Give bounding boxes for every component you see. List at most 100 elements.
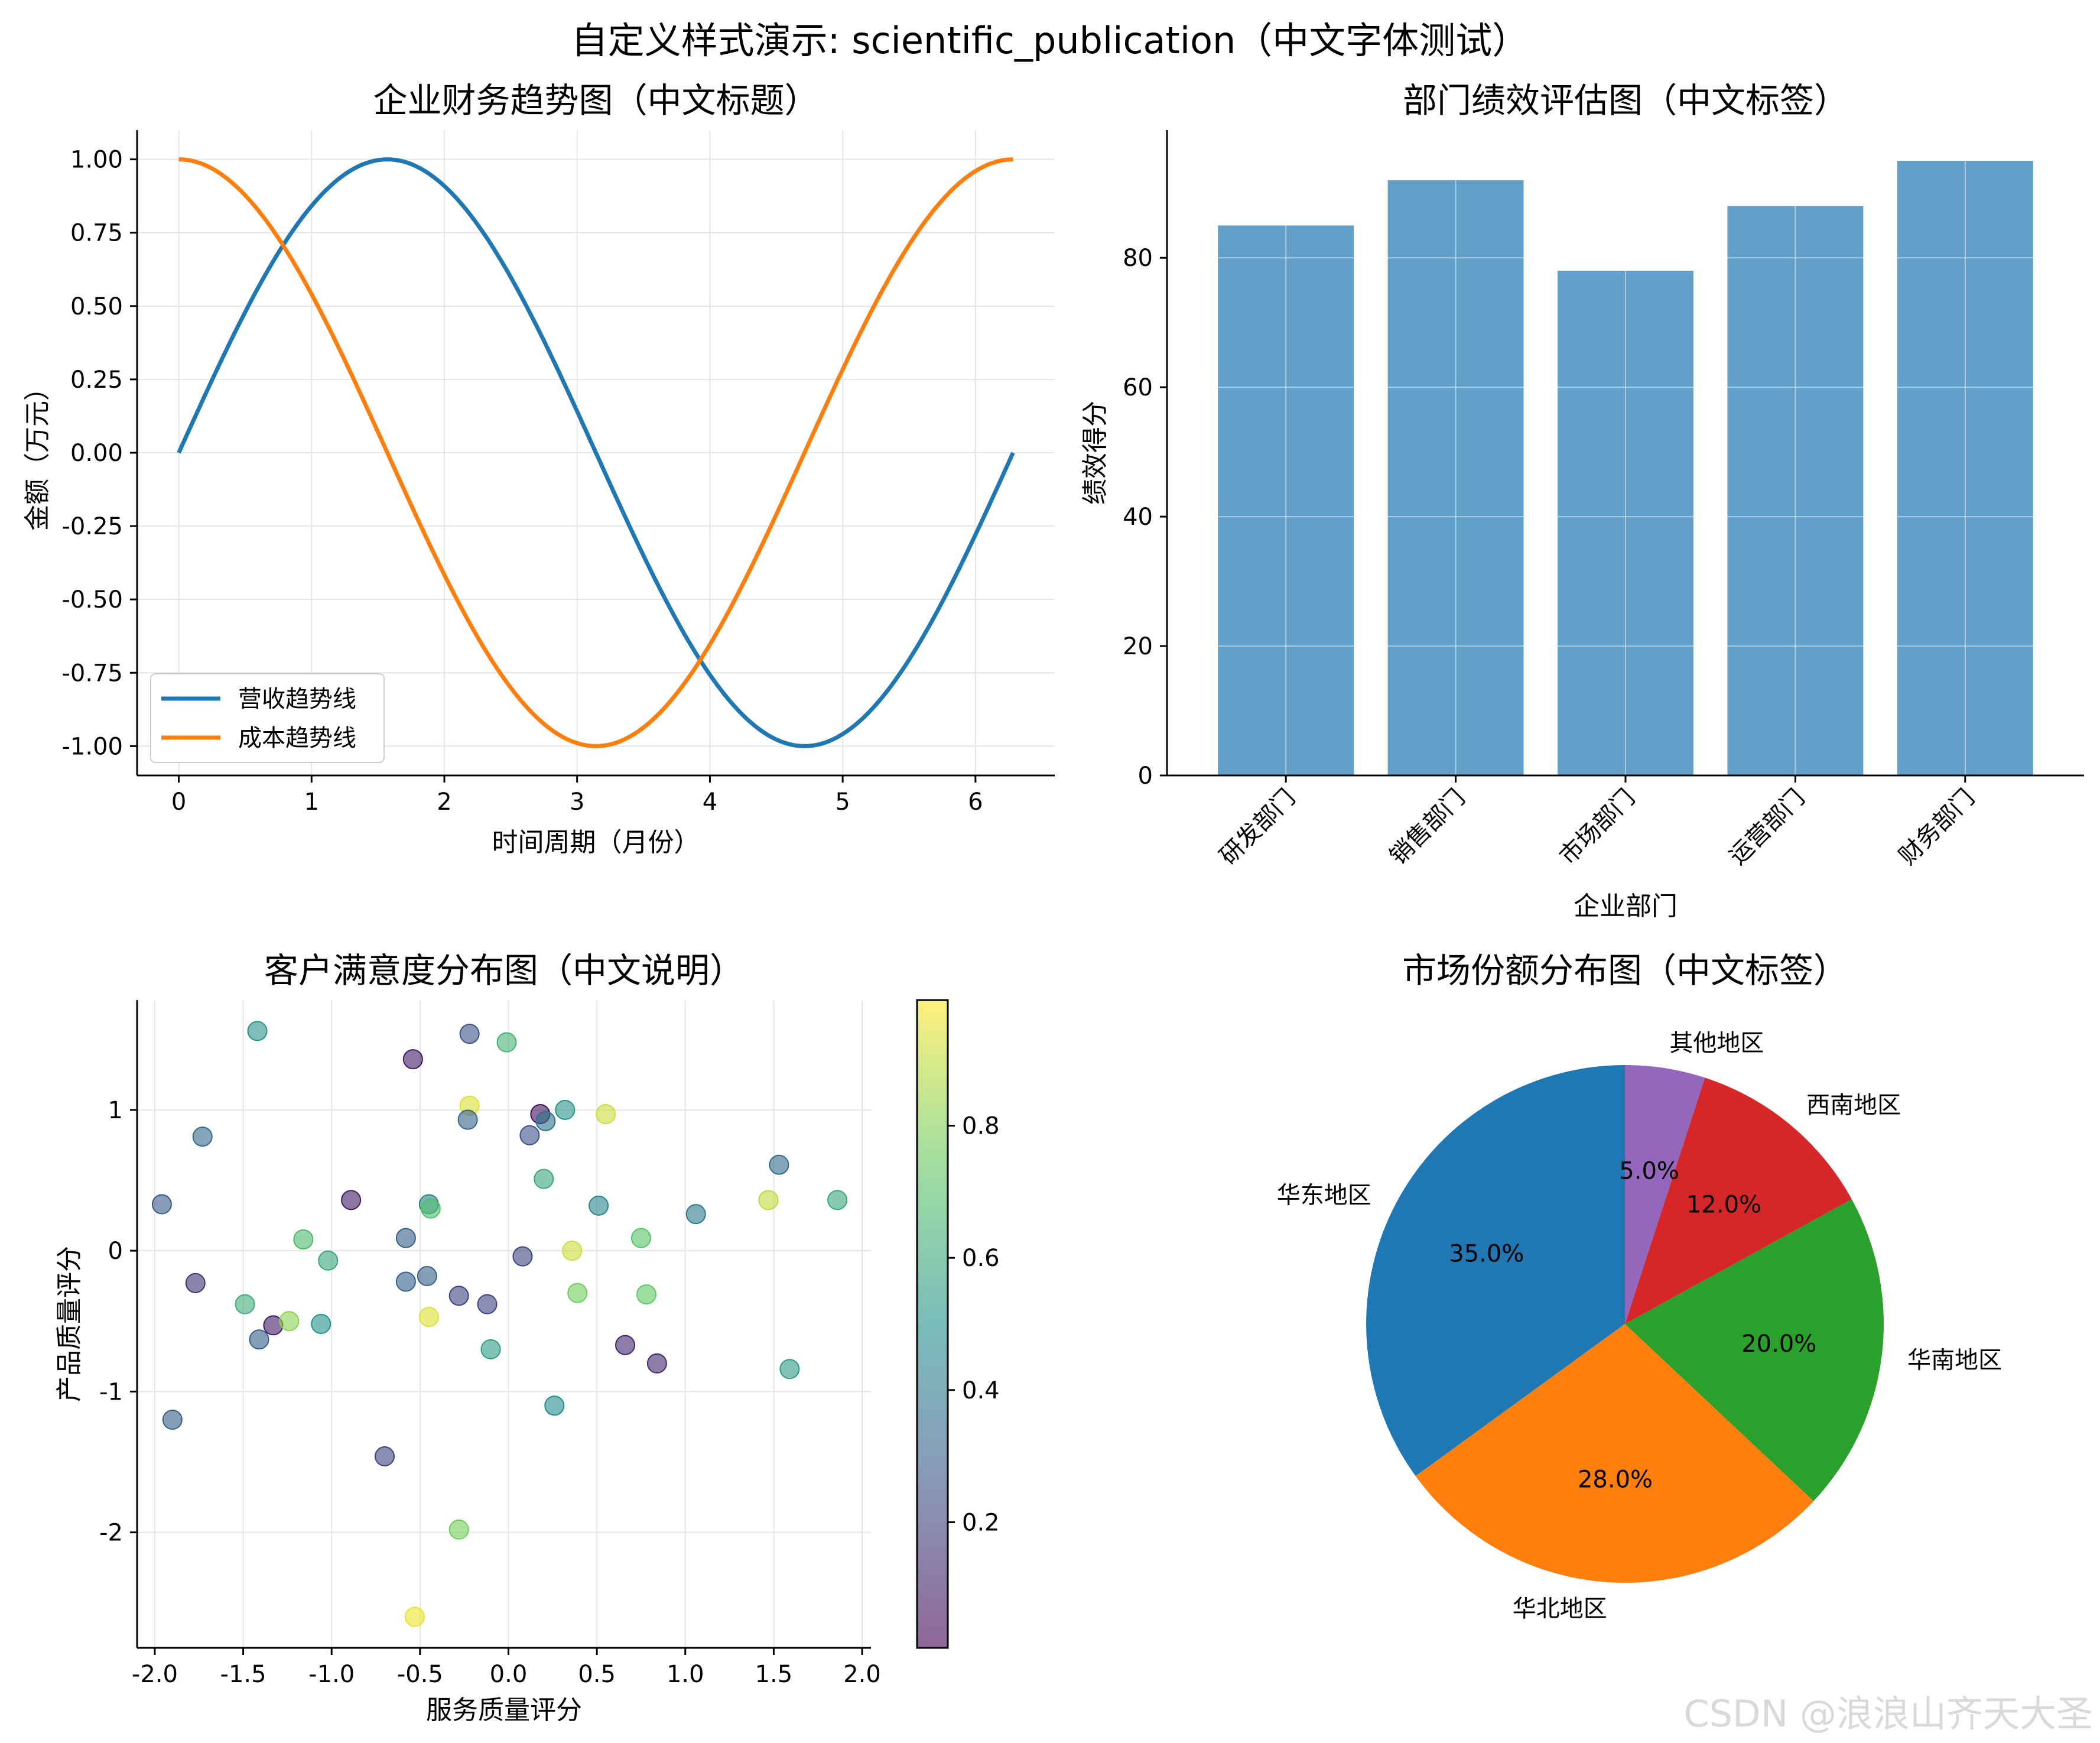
scatter-point	[162, 1410, 183, 1430]
x-tick-label: 2	[437, 788, 451, 816]
pie-slice	[1625, 1199, 1884, 1501]
scatter-point	[311, 1314, 331, 1334]
colorbar-tick-label: 0.4	[962, 1377, 1000, 1404]
y-tick-label: 0	[1138, 762, 1153, 790]
x-tick-label: -2.0	[132, 1661, 178, 1688]
colorbar	[916, 999, 949, 1649]
scatter-chart-panel: -2.0 -1.5 -1.0 -0.5 0.0 0.5 1.0 1.5 2.0 1 0 -1 -2 0.2…	[54, 950, 1000, 1725]
scatter-point	[417, 1265, 437, 1286]
scatter-point	[596, 1103, 616, 1124]
pie-slice	[1366, 1065, 1625, 1476]
y-tick-label: -1	[99, 1378, 123, 1406]
pie-pct-label: 12.0%	[1686, 1192, 1761, 1219]
scatter-point	[395, 1228, 416, 1248]
series-line	[178, 157, 1013, 748]
y-tick-label: 20	[1123, 633, 1153, 660]
x-tick-label: 6	[968, 788, 983, 816]
scatter-point	[477, 1294, 498, 1314]
x-tick-label: 销售部门	[1384, 784, 1471, 871]
scatter-point	[395, 1271, 416, 1292]
scatter-point	[555, 1099, 576, 1120]
chart-title: 部门绩效评估图（中文标签）	[1403, 80, 1848, 121]
x-axis-label: 服务质量评分	[426, 1695, 582, 1725]
chart-title: 企业财务趋势图（中文标题）	[373, 80, 818, 121]
scatter-point	[589, 1195, 609, 1216]
y-tick-label: 1.00	[70, 147, 123, 174]
scatter-point	[151, 1194, 172, 1215]
bar	[1387, 180, 1524, 775]
y-tick-label: 60	[1123, 374, 1153, 401]
colorbar-tick-label: 0.2	[962, 1510, 1000, 1537]
scatter-point	[544, 1395, 565, 1416]
scatter-point	[249, 1329, 269, 1350]
scatter-point	[404, 1606, 425, 1627]
bar	[1218, 225, 1354, 775]
scatter-point	[512, 1246, 533, 1267]
x-tick-label: 2.0	[843, 1661, 881, 1688]
pie-label: 华北地区	[1513, 1595, 1607, 1622]
colorbar-tick-label: 0.8	[962, 1112, 1000, 1140]
y-tick-label: -1.00	[62, 733, 123, 760]
x-tick-label: -1.0	[308, 1661, 355, 1688]
x-tick-label: 市场部门	[1554, 784, 1640, 871]
bar-chart-panel: 0 20 40 60 80 研发部门 销售部门 市场部门 运营部门 财务部门 部门绩效评估图（中文标…	[1080, 80, 2084, 921]
watermark: CSDN @浪浪山齐天大圣	[1683, 1692, 2093, 1735]
y-tick-label: -0.75	[62, 660, 123, 687]
x-tick-label: 0	[171, 788, 186, 816]
y-tick-label: 0	[108, 1238, 123, 1265]
x-tick-label: 运营部门	[1724, 784, 1810, 871]
scatter-point	[318, 1250, 339, 1271]
legend-label: 营收趋势线	[238, 686, 356, 713]
x-tick-label: 1	[304, 788, 319, 816]
x-tick-label: 0.5	[578, 1661, 616, 1688]
scatter-point	[685, 1204, 706, 1225]
scatter-point	[418, 1307, 439, 1327]
scatter-point	[247, 1021, 268, 1041]
scatter-point	[534, 1169, 554, 1189]
x-tick-label: -1.5	[220, 1661, 266, 1688]
figure-title: 自定义样式演示: scientific_publication（中文字体测试）	[571, 19, 1529, 62]
pie-slice	[1415, 1324, 1814, 1583]
series-line	[177, 157, 1015, 748]
scatter-point	[457, 1109, 478, 1130]
scatter-point	[567, 1283, 588, 1303]
pie-label: 其他地区	[1669, 1030, 1764, 1057]
scatter-point	[185, 1273, 206, 1293]
scatter-point	[496, 1032, 517, 1053]
scatter-point	[192, 1127, 213, 1147]
colorbar-tick-label: 0.6	[962, 1245, 1000, 1272]
scatter-point	[779, 1359, 800, 1380]
scatter-point	[420, 1198, 441, 1219]
scatter-point	[279, 1311, 300, 1332]
x-axis-label: 时间周期（月份）	[492, 827, 700, 858]
pie-label: 华南地区	[1907, 1346, 2002, 1374]
x-tick-label: 1.5	[755, 1661, 793, 1688]
x-tick-label: 1.0	[667, 1661, 704, 1688]
legend-box	[150, 673, 385, 763]
y-axis-label: 绩效得分	[1080, 401, 1110, 505]
bar	[1897, 161, 2033, 775]
y-axis-label: 金额（万元）	[22, 375, 53, 531]
x-tick-label: -0.5	[397, 1661, 443, 1688]
y-tick-label: -2	[99, 1520, 123, 1547]
pie-pct-label: 35.0%	[1449, 1241, 1524, 1268]
scatter-point	[646, 1353, 667, 1374]
pie-slice	[1625, 1077, 1852, 1324]
y-tick-label: -0.50	[62, 586, 123, 614]
y-tick-label: 0.25	[70, 366, 123, 394]
y-tick-label: 0.75	[70, 220, 123, 247]
scatter-point	[519, 1125, 540, 1145]
legend-label: 成本趋势线	[238, 725, 356, 752]
scatter-point	[630, 1228, 651, 1248]
x-axis-label: 企业部门	[1574, 891, 1678, 921]
scatter-point	[448, 1519, 469, 1540]
scatter-point	[402, 1049, 423, 1070]
scatter-point	[374, 1446, 395, 1466]
pie-label: 西南地区	[1806, 1092, 1901, 1119]
x-tick-label: 3	[570, 788, 584, 816]
scatter-point	[827, 1190, 848, 1210]
x-tick-label: 5	[835, 788, 850, 816]
chart-title: 客户满意度分布图（中文说明）	[264, 950, 744, 991]
scatter-point	[341, 1190, 362, 1210]
